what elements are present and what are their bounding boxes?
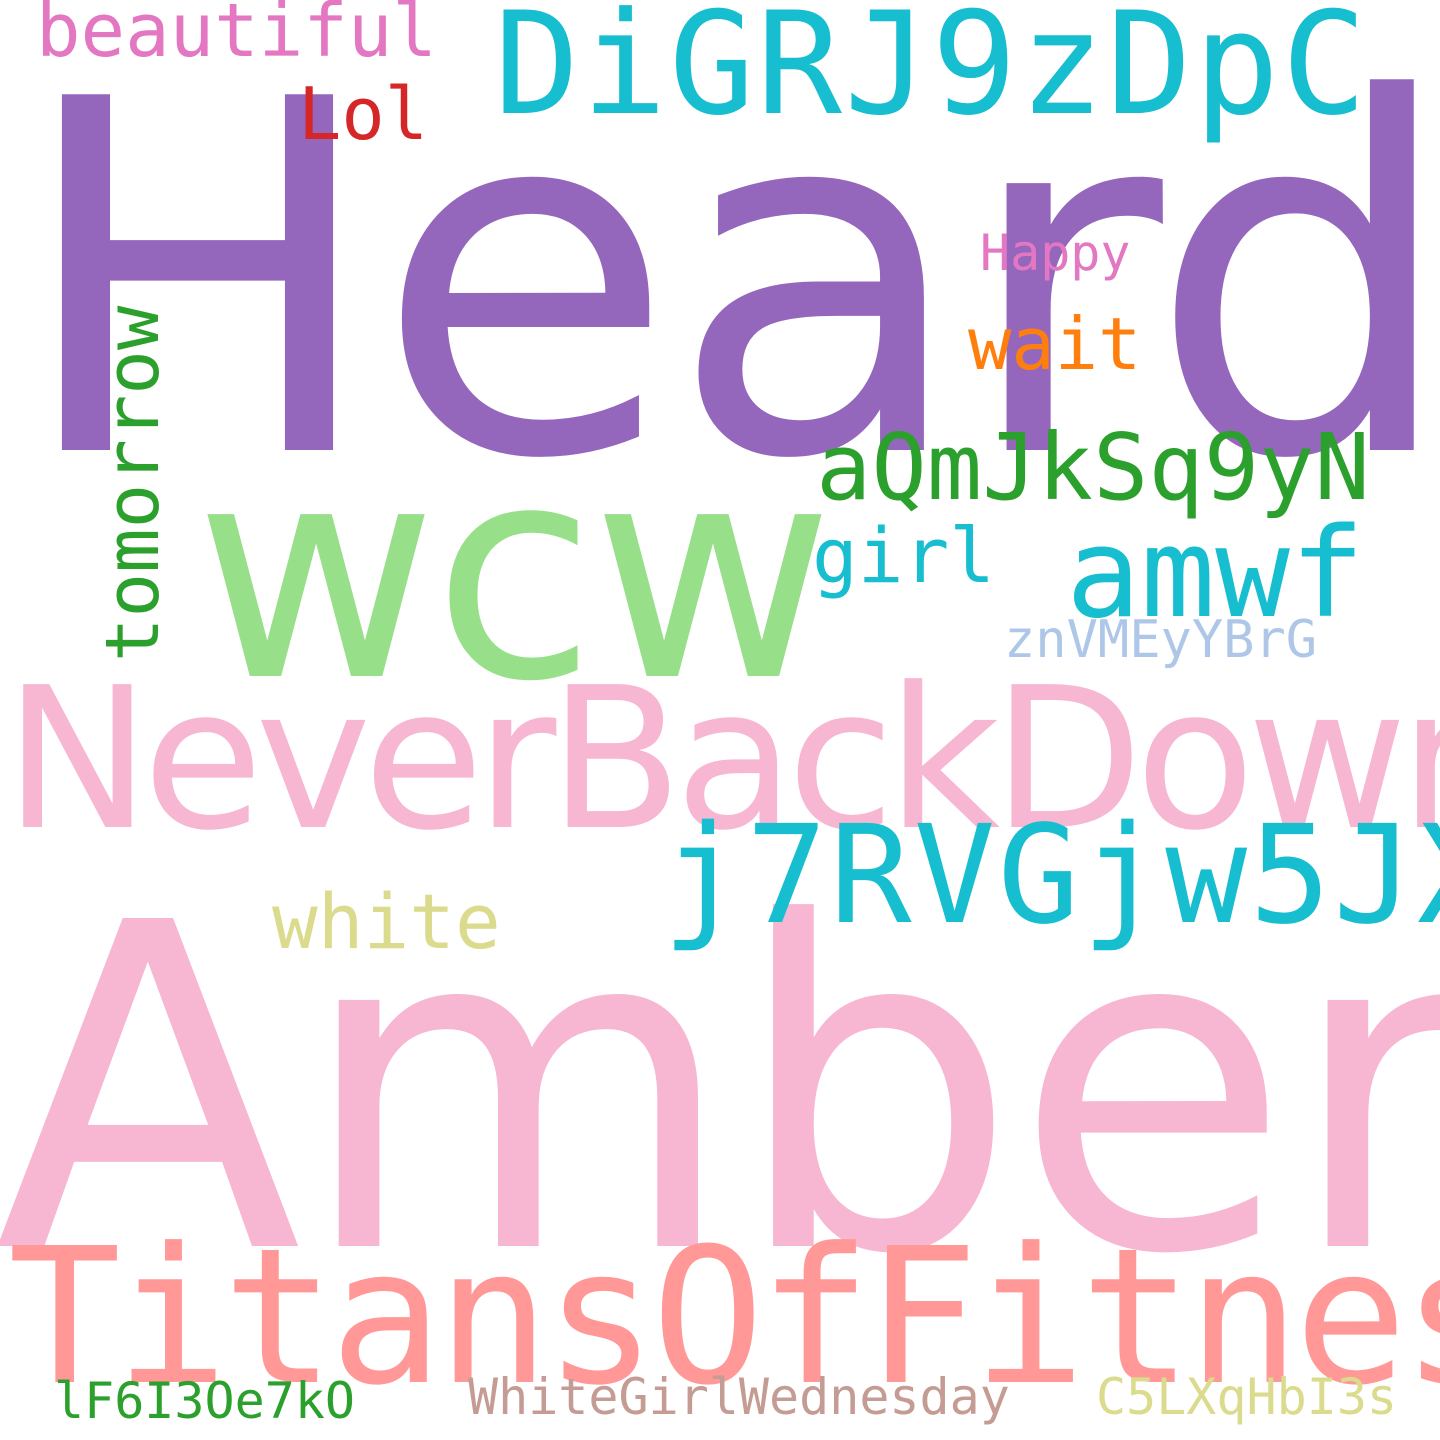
word-titansoffitness: TitansOfFitness xyxy=(8,1208,1440,1427)
word-beautiful: beautiful xyxy=(36,0,437,74)
word-wait: wait xyxy=(968,302,1142,386)
word-lol: Lol xyxy=(298,72,429,156)
word-c5lxqhbi3s: C5LXqHbI3s xyxy=(1096,1368,1398,1426)
word-amber: Amber xyxy=(0,829,1440,1353)
word-neverbackdown: NeverBackDown xyxy=(4,646,1440,874)
word-amwf: amwf xyxy=(1066,502,1365,646)
word-girl: girl xyxy=(812,511,996,600)
word-wcw: wcw xyxy=(195,401,834,746)
word-lf6i3oe7ko: lF6I3Oe7kO xyxy=(54,1372,356,1430)
word-znvmeyybrg: znVMEyYBrG xyxy=(1004,610,1318,670)
word-heard: Heard xyxy=(14,0,1440,566)
word-j7rvgjw5jx: j7RVGjw5JX xyxy=(662,797,1440,955)
word-white: white xyxy=(272,877,501,966)
word-whitegirlwednesday: WhiteGirlWednesday xyxy=(468,1368,1010,1426)
word-digrj9zdpc: DiGRJ9zDpC xyxy=(494,0,1369,147)
word-happy: Happy xyxy=(980,224,1131,282)
word-aqmjksq9yn: aQmJkSq9yN xyxy=(816,414,1370,521)
word-tomorrow: tomorrow xyxy=(90,305,176,662)
